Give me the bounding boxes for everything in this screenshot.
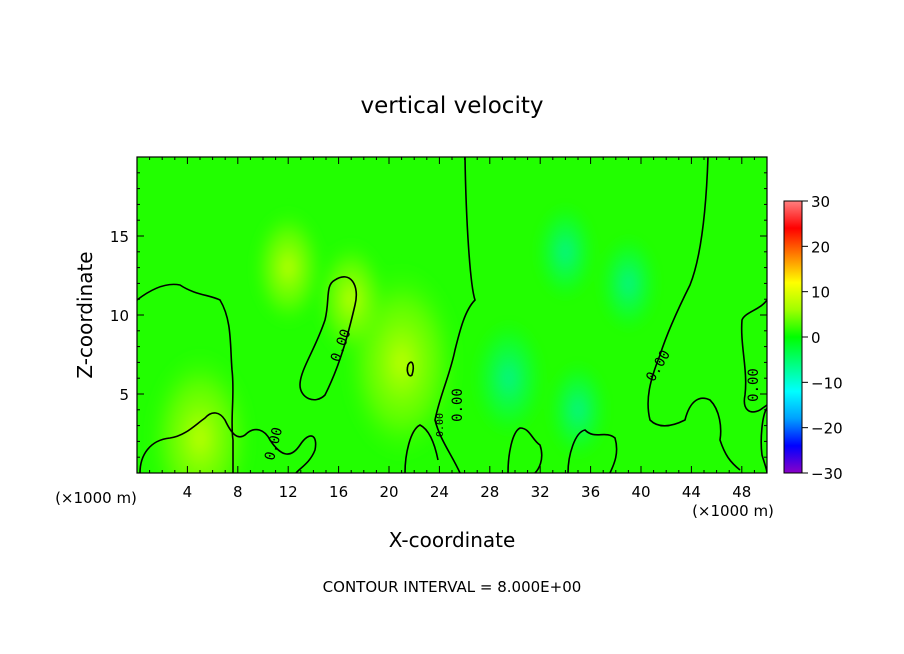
x-tick-label: 40 [631, 483, 650, 501]
contour-label: 0.00 [435, 413, 446, 437]
y-axis-label: Z-coordinate [73, 251, 97, 378]
y-axis: 5 10 15 [110, 172, 767, 458]
zero-contours [137, 157, 767, 473]
downdraft-region [598, 233, 659, 334]
colorbar-tick-label: 20 [811, 238, 830, 256]
updraft-region [146, 348, 254, 473]
x-tick-label: 16 [329, 483, 348, 501]
x-tick-label: 36 [581, 483, 600, 501]
contour-line [740, 299, 767, 413]
downdraft-region [548, 359, 608, 460]
colorbar-gradient [784, 201, 802, 473]
contour-interval-note: CONTOUR INTERVAL = 8.000E+00 [323, 578, 582, 596]
colorbar-tick-label: 0 [811, 329, 821, 347]
x-tick-label: 48 [732, 483, 751, 501]
velocity-field: 0.00 0.00 0.00 0.00 0.00 0.00 [137, 157, 767, 473]
x-unit-label-left: (×1000 m) [55, 489, 137, 507]
contour-line [434, 157, 476, 473]
contour-line [299, 276, 357, 401]
contour-line [406, 361, 415, 377]
contour-label: 0.00 [746, 368, 762, 402]
x-tick-label: 44 [682, 483, 701, 501]
colorbar: 30 20 10 0 −10 −20 −30 [783, 193, 843, 483]
x-tick-label: 8 [233, 483, 243, 501]
contour-line [647, 157, 741, 471]
x-tick-label: 32 [531, 483, 550, 501]
chart-title: vertical velocity [361, 93, 544, 119]
y-tick-label: 10 [110, 307, 129, 325]
contour-line [507, 427, 543, 473]
x-axis: 4 8 12 16 20 24 28 32 36 40 44 48 [149, 157, 755, 501]
x-tick-label: 12 [279, 483, 298, 501]
y-tick-label: 15 [110, 228, 129, 246]
x-tick-label: 24 [430, 483, 449, 501]
updraft-region [315, 239, 388, 360]
x-tick-label: 20 [379, 483, 398, 501]
contour-line [404, 424, 439, 473]
updraft-region [252, 207, 325, 328]
colorbar-tick-label: 10 [811, 284, 830, 302]
x-unit-label-right: (×1000 m) [692, 502, 774, 520]
contour-line [139, 412, 317, 473]
colorbar-tick-label: −20 [811, 420, 843, 438]
y-tick-label: 5 [119, 386, 129, 404]
colorbar-tick-label: −30 [811, 465, 843, 483]
x-tick-label: 28 [480, 483, 499, 501]
downdraft-region [472, 318, 545, 439]
downdraft-region [535, 201, 596, 302]
colorbar-tick-label: −10 [811, 374, 843, 392]
x-tick-label: 4 [183, 483, 193, 501]
contour-line [137, 283, 234, 473]
contour-line [567, 429, 618, 473]
colorbar-tick-label: 30 [811, 193, 830, 211]
contour-label: 0.00 [450, 388, 466, 422]
x-axis-label: X-coordinate [389, 528, 516, 552]
